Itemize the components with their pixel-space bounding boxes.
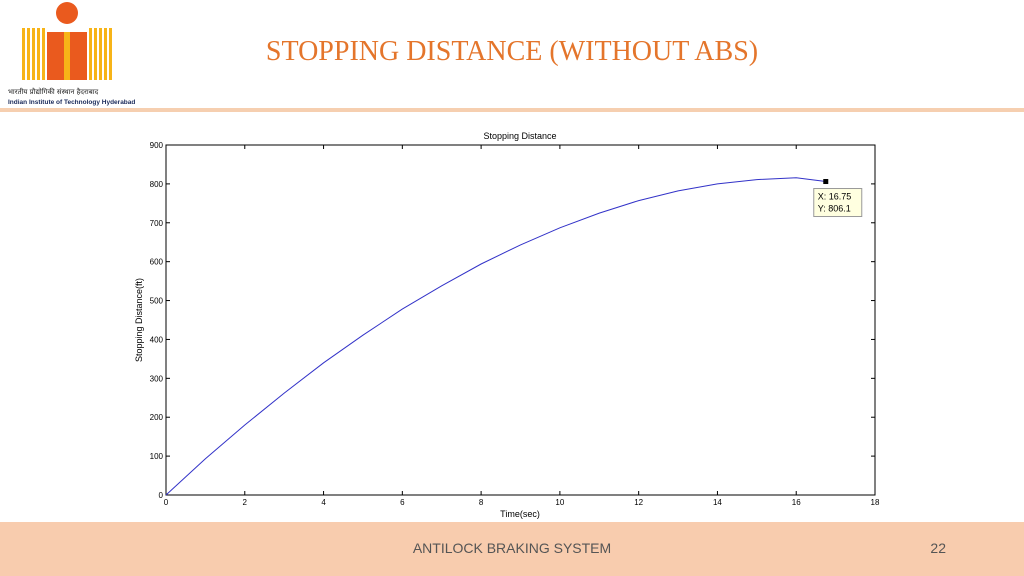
x-tick-label: 4 — [321, 498, 326, 507]
footer-bar: ANTILOCK BRAKING SYSTEM 22 — [0, 522, 1024, 576]
x-tick-label: 8 — [479, 498, 484, 507]
y-tick-label: 800 — [150, 180, 164, 189]
datatip-marker — [823, 179, 829, 185]
y-tick-label: 100 — [150, 452, 164, 461]
y-tick-label: 400 — [150, 335, 164, 344]
x-tick-label: 6 — [400, 498, 405, 507]
y-tick-label: 300 — [150, 374, 164, 383]
datatip-box[interactable]: X: 16.75 Y: 806.1 — [813, 188, 863, 218]
iith-logo: भारतीय प्रौद्योगिकी संस्थान हैदराबाद Ind… — [8, 2, 138, 108]
page-number: 22 — [930, 540, 946, 556]
chart-title: Stopping Distance — [483, 131, 556, 141]
logo-hindi-name: भारतीय प्रौद्योगिकी संस्थान हैदराबाद — [8, 88, 99, 96]
logo-english-name: Indian Institute of Technology Hyderabad — [8, 99, 136, 106]
axis-ticks: 0 2 4 6 8 10 12 14 16 18 0 100 200 300 400 500 600 700 800… — [150, 141, 880, 507]
x-tick-label: 18 — [871, 498, 880, 507]
y-axis-label: Stopping Distance(ft) — [134, 278, 144, 362]
series-line — [165, 177, 826, 496]
y-tick-label: 0 — [159, 491, 164, 500]
footer-title: ANTILOCK BRAKING SYSTEM — [412, 540, 612, 556]
y-tick-label: 500 — [150, 297, 164, 306]
slide-title: STOPPING DISTANCE (WITHOUT ABS) — [265, 36, 759, 67]
y-tick-label: 900 — [150, 141, 164, 150]
y-tick-label: 200 — [150, 413, 164, 422]
y-tick-label: 600 — [150, 258, 164, 267]
x-tick-label: 12 — [634, 498, 643, 507]
datatip-y-label: Y: 806.1 — [818, 204, 851, 214]
datatip-x-label: X: 16.75 — [818, 192, 852, 202]
iith-emblem-icon — [22, 2, 112, 80]
x-tick-label: 2 — [243, 498, 248, 507]
y-tick-label: 700 — [150, 219, 164, 228]
header-divider — [0, 108, 1024, 112]
x-tick-label: 16 — [792, 498, 801, 507]
x-axis-label: Time(sec) — [500, 509, 540, 519]
x-tick-label: 10 — [555, 498, 564, 507]
x-tick-label: 14 — [713, 498, 722, 507]
x-tick-label: 0 — [164, 498, 169, 507]
axes-box — [165, 144, 876, 496]
